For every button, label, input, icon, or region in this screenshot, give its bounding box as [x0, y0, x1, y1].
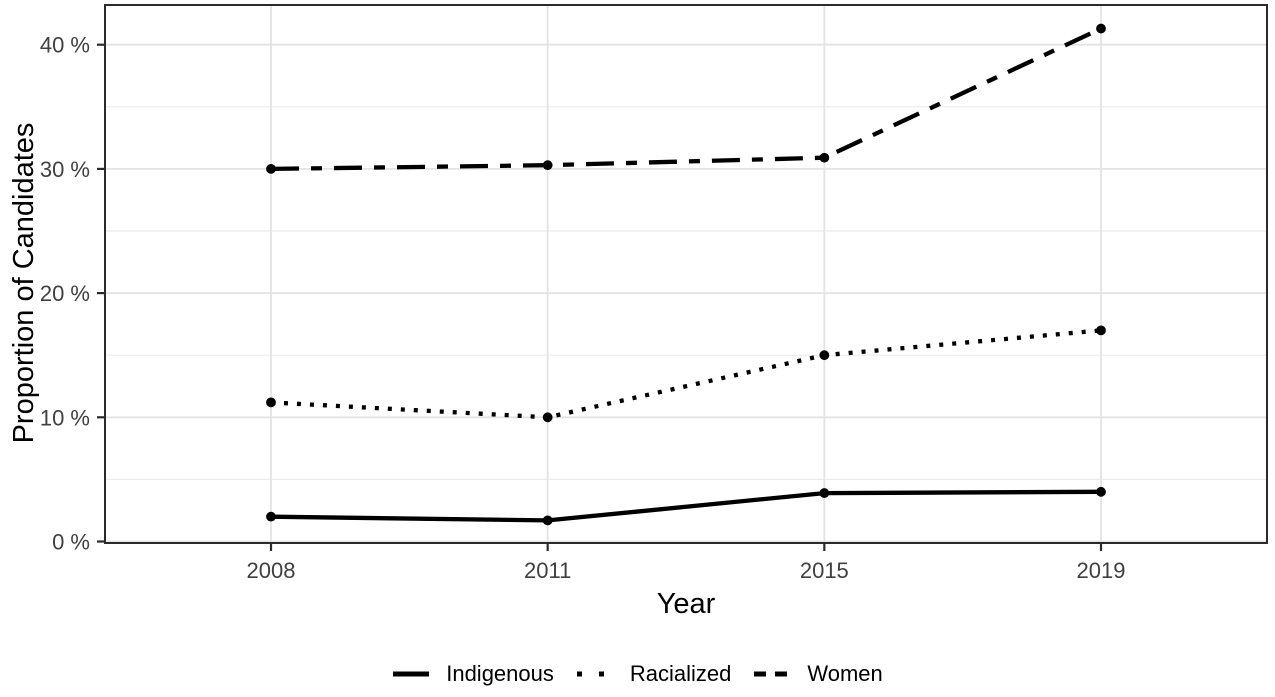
- major-gridlines: [105, 5, 1267, 543]
- data-point-racialized: [819, 350, 830, 361]
- y-tick-label: 0 %: [52, 530, 90, 555]
- axis-tick-marks: [97, 43, 1103, 551]
- y-tick-label: 20 %: [40, 281, 90, 306]
- data-point-indigenous: [266, 511, 276, 522]
- data-point-racialized: [542, 412, 553, 423]
- x-axis-title: Year: [657, 588, 716, 620]
- panel-border: [104, 4, 1268, 544]
- data-point-women: [542, 160, 553, 171]
- y-tick-label: 30 %: [40, 157, 90, 182]
- x-tick-label: 2011: [524, 558, 571, 583]
- chart-legend: Indigenous Racialized Women: [0, 663, 1275, 685]
- series-line-indigenous: [270, 489, 1102, 523]
- data-point-women: [819, 152, 830, 163]
- legend-label: Women: [807, 661, 883, 686]
- y-tick-label: 40 %: [40, 33, 90, 58]
- series-line-racialized: [270, 328, 1102, 420]
- data-point-women: [266, 164, 276, 174]
- legend-item-indigenous: Indigenous: [392, 663, 554, 685]
- x-tick-label: 2008: [247, 558, 296, 583]
- legend-label: Racialized: [629, 661, 732, 686]
- data-point-indigenous: [819, 488, 830, 498]
- y-axis-title: Proportion of Candidates: [8, 123, 40, 444]
- series-line-women: [270, 26, 1102, 172]
- legend-swatch-solid: [393, 671, 430, 677]
- legend-label: Indigenous: [446, 661, 554, 686]
- legend-item-women: Women: [753, 661, 883, 686]
- legend-swatch-twodash: [754, 671, 791, 677]
- data-series: [266, 23, 1106, 526]
- x-tick-label: 2019: [1077, 558, 1126, 583]
- data-point-indigenous: [1096, 486, 1106, 497]
- legend-item-racialized: Racialized: [576, 661, 732, 686]
- y-tick-label: 10 %: [40, 405, 90, 430]
- data-point-racialized: [266, 397, 276, 408]
- data-point-indigenous: [542, 515, 553, 526]
- legend-swatch-dotted: [576, 671, 613, 677]
- minor-gridlines: [105, 106, 1267, 480]
- data-point-women: [1096, 23, 1106, 34]
- data-point-racialized: [1096, 325, 1106, 336]
- axis-tick-labels: 2008 2011 2015 2019 0 % 10 % 20 % 30 % 40 %: [40, 33, 1126, 583]
- x-tick-label: 2015: [800, 558, 849, 583]
